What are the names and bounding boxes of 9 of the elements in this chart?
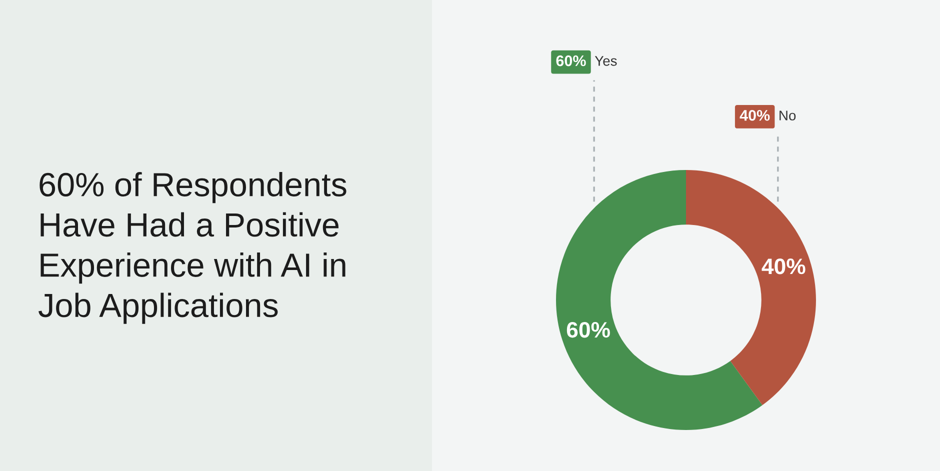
donut-slice xyxy=(556,170,762,430)
text: 60% of Respondents Have Had a Positive Experience with AI in Job Applications xyxy=(38,172,346,324)
text: 40% xyxy=(740,110,770,121)
data-label: 40% xyxy=(762,258,806,274)
text: 60% xyxy=(556,55,586,66)
donut-slice xyxy=(686,170,816,406)
legend-label: No xyxy=(780,110,796,120)
data-label: 60% xyxy=(566,322,610,338)
legend-label: Yes xyxy=(594,56,617,66)
